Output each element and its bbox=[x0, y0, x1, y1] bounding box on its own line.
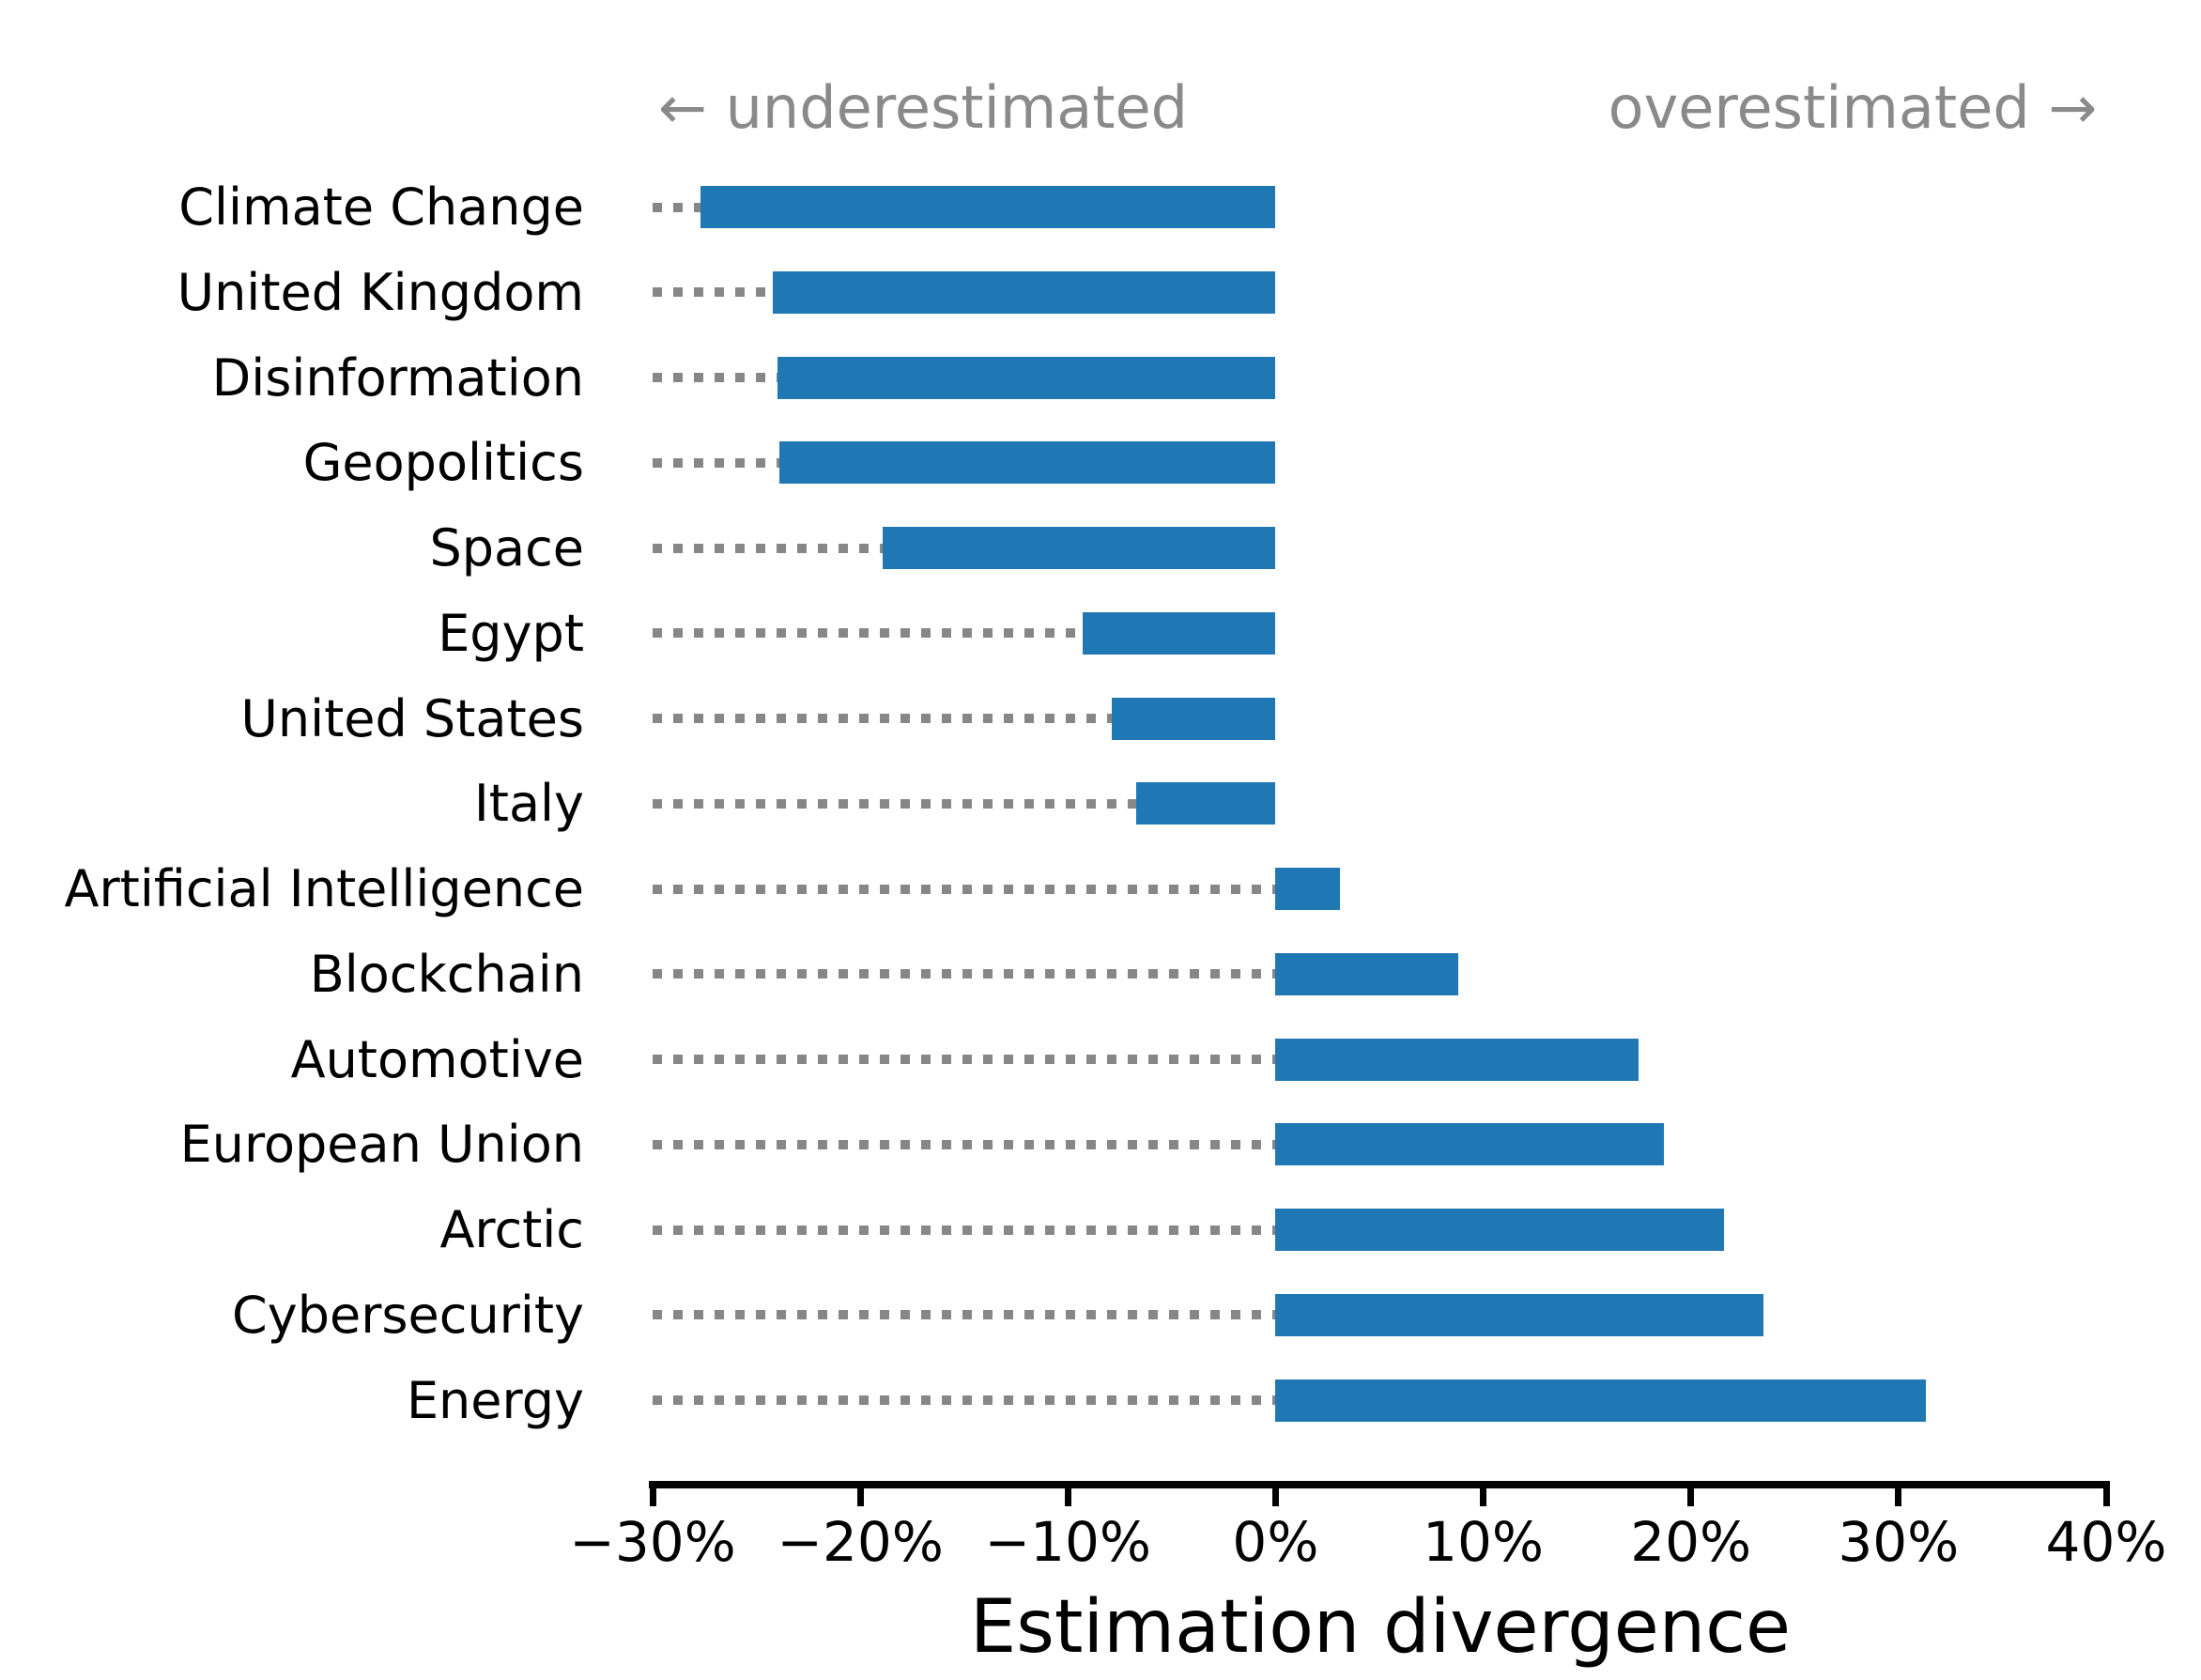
category-label: Geopolitics bbox=[302, 433, 584, 493]
x-axis-tick bbox=[1271, 1481, 1279, 1506]
x-axis-tick bbox=[1064, 1481, 1071, 1506]
bar-arctic bbox=[1275, 1209, 1725, 1251]
leader-dotted-line bbox=[653, 969, 1276, 979]
x-axis-tick-label: 10% bbox=[1423, 1510, 1545, 1574]
category-label: Climate Change bbox=[178, 177, 584, 237]
underestimated-annotation: ← underestimated bbox=[657, 73, 1189, 142]
category-label: Egypt bbox=[438, 603, 584, 663]
bar-artificial-intelligence bbox=[1275, 868, 1340, 910]
leader-dotted-line bbox=[653, 373, 777, 382]
bar-disinformation bbox=[777, 356, 1276, 399]
x-axis-tick-label: 20% bbox=[1630, 1510, 1752, 1574]
x-axis-tick-label: 40% bbox=[2045, 1510, 2167, 1574]
bar-geopolitics bbox=[778, 441, 1276, 485]
x-axis-tick-label: 0% bbox=[1232, 1510, 1319, 1574]
bar-automotive bbox=[1275, 1038, 1639, 1081]
leader-dotted-line bbox=[653, 1310, 1276, 1320]
bar-blockchain bbox=[1275, 952, 1459, 995]
leader-dotted-line bbox=[653, 287, 774, 298]
leader-dotted-line bbox=[653, 543, 884, 553]
leader-dotted-line bbox=[653, 628, 1083, 639]
x-axis-tick bbox=[1480, 1481, 1487, 1506]
category-label: United States bbox=[240, 688, 584, 748]
bar-european-union bbox=[1275, 1123, 1664, 1166]
leader-dotted-line bbox=[653, 1055, 1276, 1064]
category-label: United Kingdom bbox=[177, 262, 584, 322]
x-axis-tick bbox=[649, 1481, 656, 1506]
bar-italy bbox=[1136, 782, 1276, 825]
bar-space bbox=[883, 527, 1276, 569]
overestimated-annotation: overestimated → bbox=[1608, 73, 2098, 142]
x-axis-tick-label: −10% bbox=[984, 1510, 1152, 1574]
leader-dotted-line bbox=[653, 714, 1112, 723]
x-axis-tick bbox=[1687, 1481, 1695, 1506]
x-axis-line bbox=[649, 1481, 2110, 1488]
category-label: European Union bbox=[179, 1115, 584, 1175]
x-axis-tick-label: 30% bbox=[1838, 1510, 1960, 1574]
category-label: Cybersecurity bbox=[232, 1285, 584, 1345]
bar-energy bbox=[1275, 1379, 1926, 1422]
category-label: Disinformation bbox=[211, 347, 584, 408]
leader-dotted-line bbox=[653, 1395, 1276, 1405]
bar-united-states bbox=[1111, 697, 1276, 740]
bar-united-kingdom bbox=[773, 270, 1276, 314]
bar-climate-change bbox=[700, 186, 1276, 228]
leader-dotted-line bbox=[653, 202, 700, 212]
category-label: Arctic bbox=[439, 1200, 584, 1259]
category-label: Space bbox=[429, 518, 584, 578]
category-label: Blockchain bbox=[309, 944, 584, 1004]
category-label: Energy bbox=[406, 1370, 584, 1430]
x-axis-tick bbox=[856, 1481, 864, 1506]
x-axis-tick-label: −20% bbox=[777, 1510, 944, 1574]
x-axis-title: Estimation divergence bbox=[970, 1585, 1791, 1670]
bar-cybersecurity bbox=[1275, 1293, 1764, 1336]
leader-dotted-line bbox=[653, 1225, 1276, 1235]
x-axis-tick bbox=[2102, 1481, 2110, 1506]
leader-dotted-line bbox=[653, 884, 1276, 894]
category-label: Automotive bbox=[290, 1029, 584, 1089]
category-label: Italy bbox=[473, 774, 584, 834]
bar-egypt bbox=[1082, 611, 1276, 655]
x-axis-tick bbox=[1895, 1481, 1902, 1506]
leader-dotted-line bbox=[653, 457, 779, 468]
x-axis-tick-label: −30% bbox=[569, 1510, 736, 1574]
leader-dotted-line bbox=[653, 1139, 1276, 1149]
category-label: Artificial Intelligence bbox=[64, 859, 584, 918]
leader-dotted-line bbox=[653, 798, 1137, 809]
